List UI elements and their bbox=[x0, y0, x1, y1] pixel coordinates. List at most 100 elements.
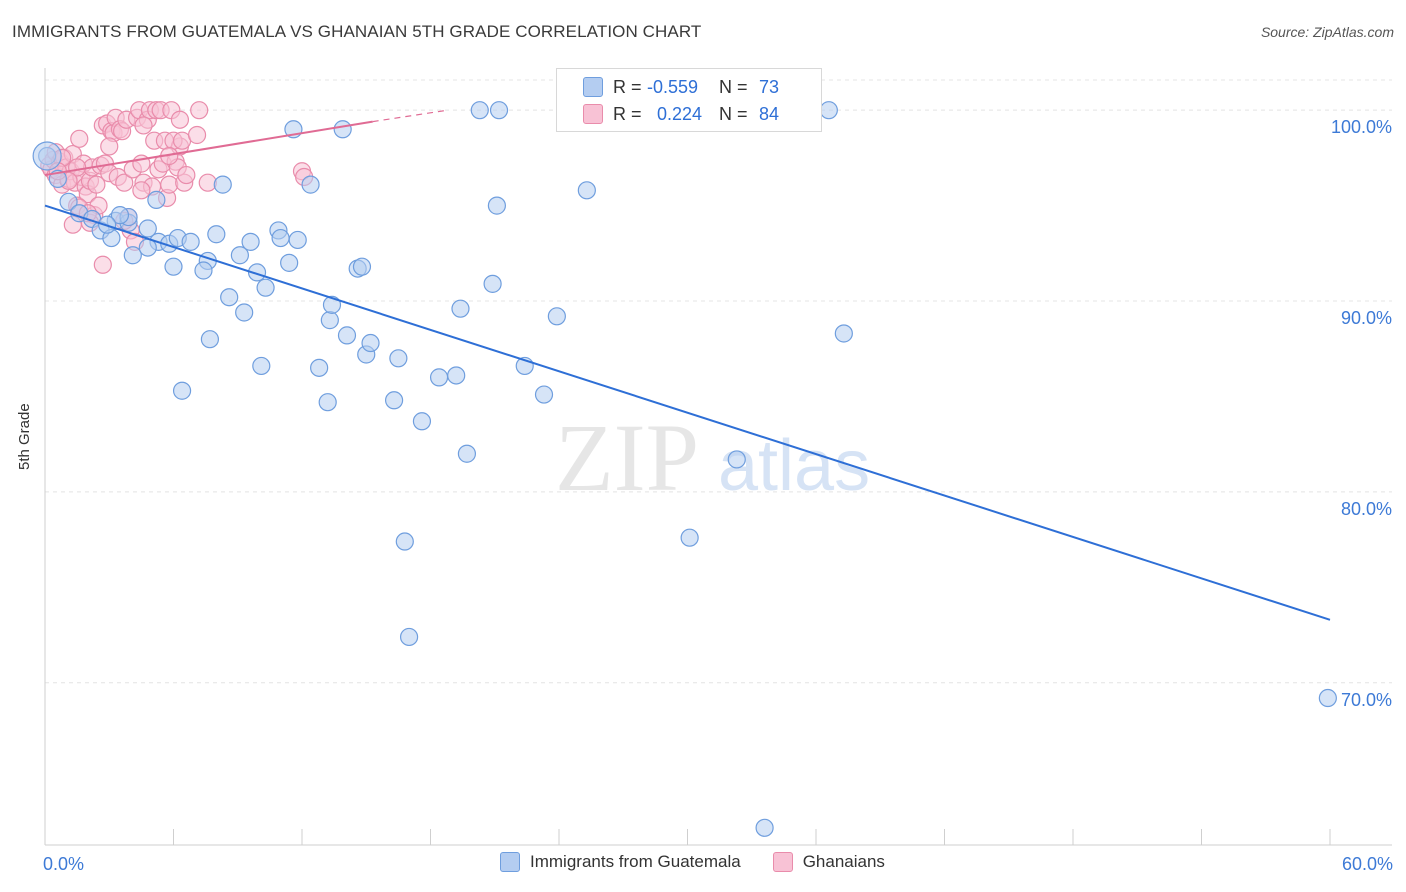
guatemala-point bbox=[123, 246, 142, 265]
guatemala-point bbox=[680, 528, 699, 547]
guatemala-point bbox=[1318, 688, 1337, 708]
guatemala-point bbox=[534, 385, 554, 404]
guatemala-point bbox=[483, 274, 502, 293]
guatemala-point bbox=[361, 333, 380, 353]
data-points bbox=[32, 101, 1337, 837]
guatemala-point bbox=[389, 349, 408, 368]
guatemala-point bbox=[207, 225, 226, 244]
guatemala-point bbox=[470, 101, 489, 120]
ghanaians-point bbox=[190, 101, 209, 120]
guatemala-point bbox=[834, 324, 853, 343]
ghanaians-trend-extension bbox=[372, 109, 448, 123]
ghanaians-trend-line bbox=[44, 120, 373, 177]
series-label-ghanaians: Ghanaians bbox=[802, 852, 885, 871]
guatemala-point bbox=[322, 295, 342, 314]
ghanaians-point bbox=[187, 125, 207, 145]
guatemala-point bbox=[241, 232, 260, 251]
y-tick-label: 70.0% bbox=[1341, 690, 1392, 710]
guatemala-point bbox=[32, 141, 62, 171]
legend-r-value: -0.559 bbox=[647, 76, 699, 97]
y-tick-label: 80.0% bbox=[1341, 499, 1392, 519]
tick-labels: 70.0% 80.0% 90.0% 100.0% 0.0% 60.0% bbox=[43, 117, 1393, 874]
chart-title: IMMIGRANTS FROM GUATEMALA VS GHANAIAN 5T… bbox=[12, 22, 702, 41]
legend-swatch-guatemala bbox=[583, 77, 603, 97]
guatemala-point bbox=[487, 196, 506, 215]
guatemala-point bbox=[271, 228, 290, 248]
guatemala-point bbox=[110, 206, 130, 225]
ghanaians-point bbox=[100, 137, 119, 156]
series-legend-guatemala[interactable]: Immigrants from Guatemala bbox=[500, 852, 741, 872]
guatemala-point bbox=[301, 175, 320, 194]
legend-n-label: N = bbox=[719, 103, 748, 124]
trend-lines bbox=[44, 109, 1331, 621]
guatemala-point bbox=[247, 263, 267, 282]
guatemala-point bbox=[181, 232, 200, 251]
guatemala-point bbox=[230, 246, 249, 265]
watermark-zip: ZIP bbox=[555, 404, 699, 511]
guatemala-point bbox=[384, 391, 404, 410]
ghanaians-point bbox=[115, 173, 134, 192]
axes bbox=[44, 68, 1392, 846]
legend-n-label: N = bbox=[719, 76, 748, 97]
guatemala-point bbox=[412, 412, 432, 431]
x-tick-label: 0.0% bbox=[43, 854, 84, 874]
series-swatch-ghanaians bbox=[772, 852, 793, 872]
guatemala-point bbox=[59, 192, 78, 211]
series-legend-ghanaians[interactable]: Ghanaians bbox=[772, 852, 885, 872]
guatemala-point bbox=[318, 393, 337, 412]
ghanaians-point bbox=[93, 255, 112, 274]
ghanaians-point bbox=[160, 175, 179, 194]
y-tick-label: 90.0% bbox=[1341, 308, 1392, 328]
watermark-atlas: atlas bbox=[718, 426, 870, 506]
guatemala-point bbox=[280, 253, 299, 272]
guatemala-point bbox=[755, 818, 774, 837]
ghanaians-point bbox=[177, 165, 196, 185]
guatemala-point bbox=[252, 356, 271, 376]
guatemala-point bbox=[320, 311, 339, 330]
legend-row-guatemala: R = -0.559 N = 73 bbox=[583, 76, 779, 98]
guatemala-point bbox=[256, 278, 275, 297]
guatemala-point bbox=[213, 175, 232, 194]
ghanaians-point bbox=[198, 173, 217, 192]
guatemala-point bbox=[395, 532, 414, 551]
guatemala-point bbox=[352, 257, 372, 276]
legend-n-value: 84 bbox=[759, 103, 780, 124]
legend-n-value: 73 bbox=[759, 76, 780, 97]
guatemala-point bbox=[220, 288, 239, 307]
guatemala-point bbox=[288, 230, 307, 250]
legend-row-ghanaians: R = 0.224 N = 84 bbox=[583, 103, 779, 125]
guatemala-point bbox=[147, 190, 166, 209]
guatemala-point bbox=[172, 381, 192, 400]
guatemala-point bbox=[457, 444, 477, 463]
guatemala-point bbox=[337, 326, 357, 345]
guatemala-point bbox=[577, 181, 596, 200]
series-swatch-guatemala bbox=[500, 852, 520, 872]
guatemala-point bbox=[451, 299, 470, 318]
guatemala-point bbox=[547, 307, 566, 326]
correlation-legend: R = -0.559 N = 73 R = 0.224 N = 84 bbox=[556, 68, 822, 132]
guatemala-point bbox=[399, 627, 419, 647]
guatemala-point bbox=[727, 450, 746, 469]
ghanaians-point bbox=[170, 110, 190, 129]
ghanaians-point bbox=[134, 116, 153, 135]
legend-r-label: R = bbox=[613, 76, 642, 97]
gridlines bbox=[45, 79, 1392, 684]
legend-r-value: 0.224 bbox=[657, 103, 703, 124]
guatemala-point bbox=[235, 303, 254, 322]
guatemala-point bbox=[200, 330, 220, 349]
y-tick-label: 100.0% bbox=[1331, 117, 1392, 137]
watermark: ZIP atlas bbox=[555, 404, 870, 511]
ghanaians-point bbox=[132, 181, 151, 200]
guatemala-point bbox=[819, 101, 838, 120]
guatemala-trend-line bbox=[44, 204, 1331, 621]
source-label: Source: ZipAtlas.com bbox=[1260, 24, 1394, 40]
guatemala-point bbox=[164, 257, 183, 276]
guatemala-point bbox=[310, 358, 329, 377]
ghanaians-point bbox=[70, 129, 89, 148]
legend-r-label: R = bbox=[613, 103, 642, 124]
legend-swatch-ghanaians bbox=[583, 104, 603, 124]
guatemala-point bbox=[447, 366, 466, 385]
guatemala-point bbox=[194, 261, 213, 280]
ghanaians-point bbox=[87, 175, 106, 194]
